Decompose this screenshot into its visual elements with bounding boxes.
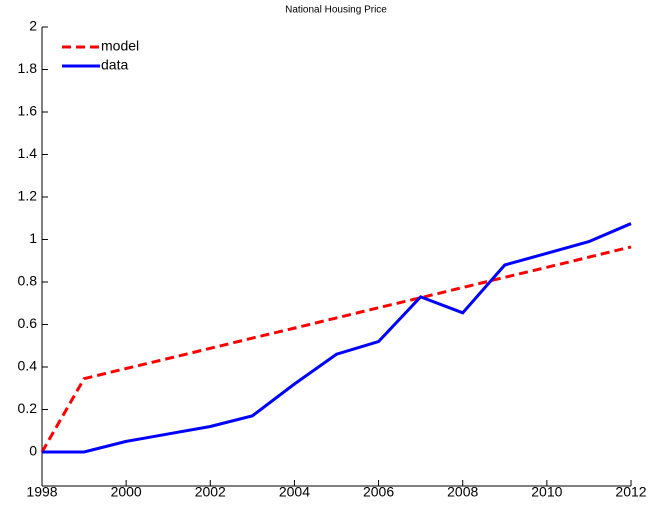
- y-tick-label: 0: [29, 443, 37, 459]
- x-tick-label: 2004: [279, 484, 310, 500]
- line-series: [42, 222, 632, 454]
- x-tick-label: 2006: [363, 484, 394, 500]
- y-tick-label: 1.4: [18, 145, 38, 161]
- x-tick-label: 1998: [26, 484, 57, 500]
- chart-title: National Housing Price: [285, 5, 387, 16]
- y-tick-label: 1.8: [18, 60, 38, 76]
- line-series: [40, 245, 632, 453]
- y-tick-label: 0.6: [18, 315, 38, 331]
- y-tick-label: 1: [29, 230, 37, 246]
- y-tick-label: 0.2: [18, 400, 38, 416]
- x-tick-label: 2008: [447, 484, 478, 500]
- y-tick-label: 1.6: [18, 103, 38, 119]
- legend-label: data: [101, 57, 128, 73]
- x-tick-label: 2000: [111, 484, 142, 500]
- x-tick-label: 2010: [531, 484, 562, 500]
- x-tick-label: 2002: [195, 484, 226, 500]
- x-tick-label: 2012: [615, 484, 646, 500]
- y-tick-label: 2: [29, 18, 37, 34]
- y-tick-label: 1.2: [18, 188, 38, 204]
- legend-label: model: [101, 38, 139, 54]
- y-tick-label: 0.8: [18, 273, 38, 289]
- y-tick-label: 0.4: [18, 358, 38, 374]
